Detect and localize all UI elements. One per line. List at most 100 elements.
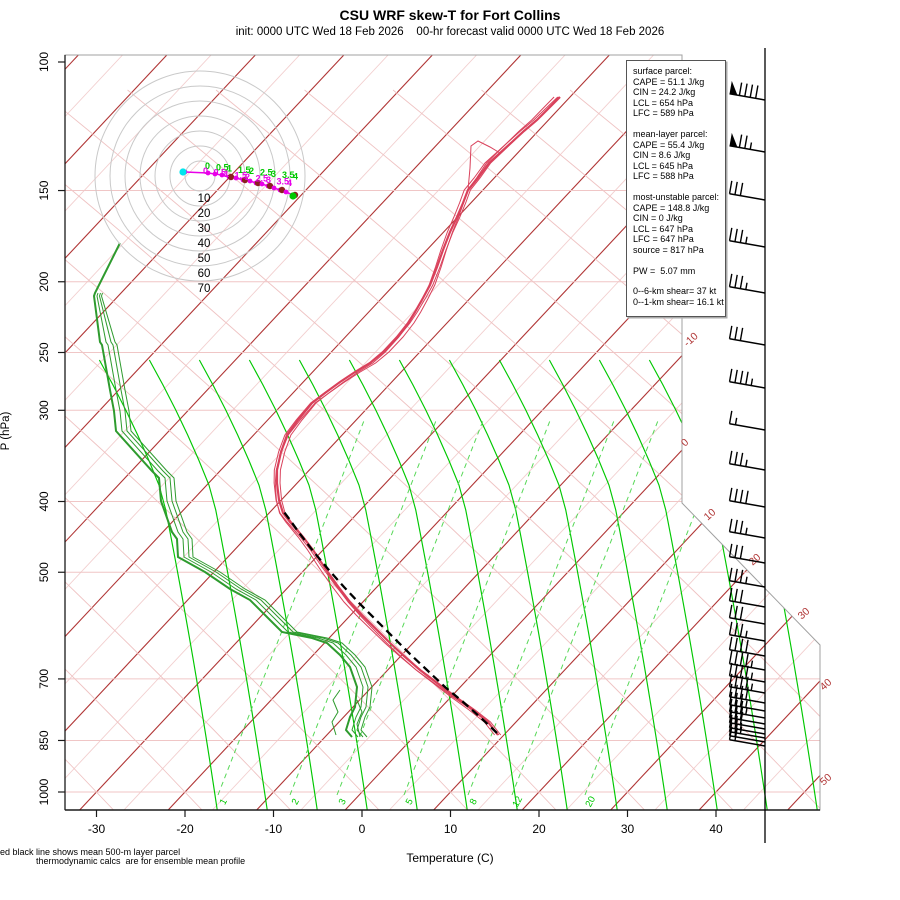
- moist-adiabat-line: [348, 359, 468, 810]
- moist-adiabat-line: [298, 359, 418, 810]
- dry-adiabat-line: [836, 90, 900, 810]
- isotherm-label: 0: [679, 436, 691, 449]
- info-section-title: most-unstable parcel:: [633, 191, 720, 202]
- hodograph-ring: [94, 70, 306, 282]
- mixing-ratio-label: 1: [218, 797, 230, 807]
- info-line: CAPE = 51.1 J/kg: [633, 76, 705, 87]
- mixing-ratio-label: 5: [404, 797, 416, 807]
- info-line: CIN = 0 J/kg: [633, 213, 683, 224]
- wind-barb: [728, 518, 766, 539]
- isotherm-minor-line: [566, 55, 820, 810]
- wind-barb: [728, 621, 766, 642]
- mixing-ratio-line: [511, 419, 659, 796]
- hodograph-height-label-magenta: 3.5: [277, 177, 290, 187]
- info-section: most-unstable parcel: CAPE = 148.8 J/kg CI…: [633, 192, 725, 256]
- isotherm-minor-line: [65, 55, 300, 810]
- moist-adiabat-line: [698, 359, 818, 810]
- dry-adiabat-line: [65, 89, 468, 810]
- hodograph-height-label-magenta: 4: [287, 178, 292, 188]
- hodograph-trace-dot2: [254, 179, 262, 187]
- hodograph-top-dot: [289, 192, 297, 200]
- y-tick-label: 1000: [37, 778, 51, 805]
- moist-adiabat-line: [498, 359, 618, 810]
- wind-barb: [728, 450, 766, 471]
- info-line: LCL = 645 hPa: [633, 160, 693, 171]
- wind-barb: [728, 227, 766, 248]
- x-tick-label: 40: [709, 822, 723, 836]
- info-line: CAPE = 148.8 J/kg: [633, 202, 710, 213]
- footnote-thermo-calcs: thermodynamic calcs are for ensemble mea…: [36, 856, 246, 866]
- chart-subtitle: init: 0000 UTC Wed 18 Feb 2026 00-hr for…: [235, 26, 665, 38]
- isotherm-minor-line: [212, 55, 820, 810]
- hodograph-height-label-green: 3: [271, 169, 276, 179]
- hodograph-height-label-magenta: 2.5: [256, 174, 269, 184]
- hodograph-ring: [154, 130, 246, 222]
- dry-adiabat-line: [65, 89, 114, 810]
- mixing-ratio-label: 12: [510, 795, 525, 810]
- x-tick-label: 0: [359, 822, 366, 836]
- info-section: mean-layer parcel: CAPE = 55.4 J/kg CIN = …: [633, 129, 725, 182]
- hodograph-trace-dot: [233, 175, 239, 181]
- dewpoint-profile: [92, 242, 359, 738]
- info-line: LFC = 588 hPa: [633, 171, 694, 182]
- info-line: LFC = 647 hPa: [633, 234, 694, 245]
- wind-barb: [728, 180, 766, 201]
- hodograph-height-label-green: 4: [293, 171, 298, 181]
- hodograph-trace-dot: [212, 171, 218, 177]
- info-line: 0--1-km shear= 16.1 kt: [633, 296, 724, 307]
- mixing-ratio-label: 8: [468, 797, 480, 807]
- isotherm-line: [65, 55, 610, 810]
- mixing-ratio-label: 20: [583, 795, 598, 810]
- y-tick-label: 200: [37, 271, 51, 291]
- chart-title: CSU WRF skew-T for Fort Collins: [339, 7, 561, 23]
- wind-barb: [728, 683, 766, 704]
- isotherm-minor-line: [65, 55, 654, 810]
- hodograph-ring-label: 10: [198, 193, 211, 205]
- x-tick-label: 10: [444, 822, 458, 836]
- x-tick-label: -30: [88, 822, 106, 836]
- hodograph-surface-dot: [179, 168, 187, 176]
- moist-adiabat-line: [748, 359, 820, 810]
- hodograph-height-label-magenta: 0: [203, 166, 208, 176]
- parcel-info-box: surface parcel: CAPE = 51.1 J/kg CIN = 24.…: [626, 60, 726, 317]
- isotherm-line: [65, 55, 699, 810]
- hodograph-height-label-green: 1.5: [238, 165, 251, 175]
- x-tick-label: -20: [176, 822, 194, 836]
- hodograph-trace-dot2: [227, 173, 235, 181]
- hodograph-ring: [139, 115, 261, 237]
- y-tick-label: 100: [37, 52, 51, 72]
- isotherm-minor-line: [65, 55, 566, 810]
- hodograph-height-label-green: 3.5: [282, 170, 295, 180]
- hodograph-ring: [109, 85, 291, 267]
- dry-adiabat-line: [65, 89, 203, 810]
- dry-adiabat-line: [65, 89, 820, 810]
- dry-adiabat-line: [65, 89, 380, 810]
- wind-barb: [728, 543, 766, 564]
- hodograph-height-label-green: 0.5: [216, 162, 229, 172]
- wind-barb: [728, 487, 766, 508]
- hodograph-ring-label: 70: [198, 283, 211, 295]
- hodograph-trace-dot: [219, 172, 225, 178]
- isotherm-minor-line: [65, 55, 123, 810]
- y-tick-label: 850: [37, 730, 51, 750]
- isotherm-line: [65, 55, 433, 810]
- info-line: LFC = 589 hPa: [633, 108, 694, 119]
- moist-adiabat-line: [98, 359, 218, 810]
- info-line: CAPE = 55.4 J/kg: [633, 139, 705, 150]
- hodograph-ring: [124, 100, 276, 252]
- hodograph-trace-dot: [259, 181, 265, 187]
- isotherm-line: [65, 55, 522, 810]
- mixing-ratio-label: 2: [290, 797, 302, 807]
- info-section: PW = 5.07 mm: [633, 266, 725, 277]
- isotherm-minor-line: [654, 55, 820, 810]
- hodograph-trace-dot2: [278, 186, 286, 194]
- x-tick-label: 30: [621, 822, 635, 836]
- isotherm-line: [698, 55, 820, 810]
- wind-barb: [728, 636, 766, 657]
- y-tick-label: 300: [37, 400, 51, 420]
- y-tick-label: 400: [37, 491, 51, 511]
- dewpoint-squiggle: [356, 699, 363, 738]
